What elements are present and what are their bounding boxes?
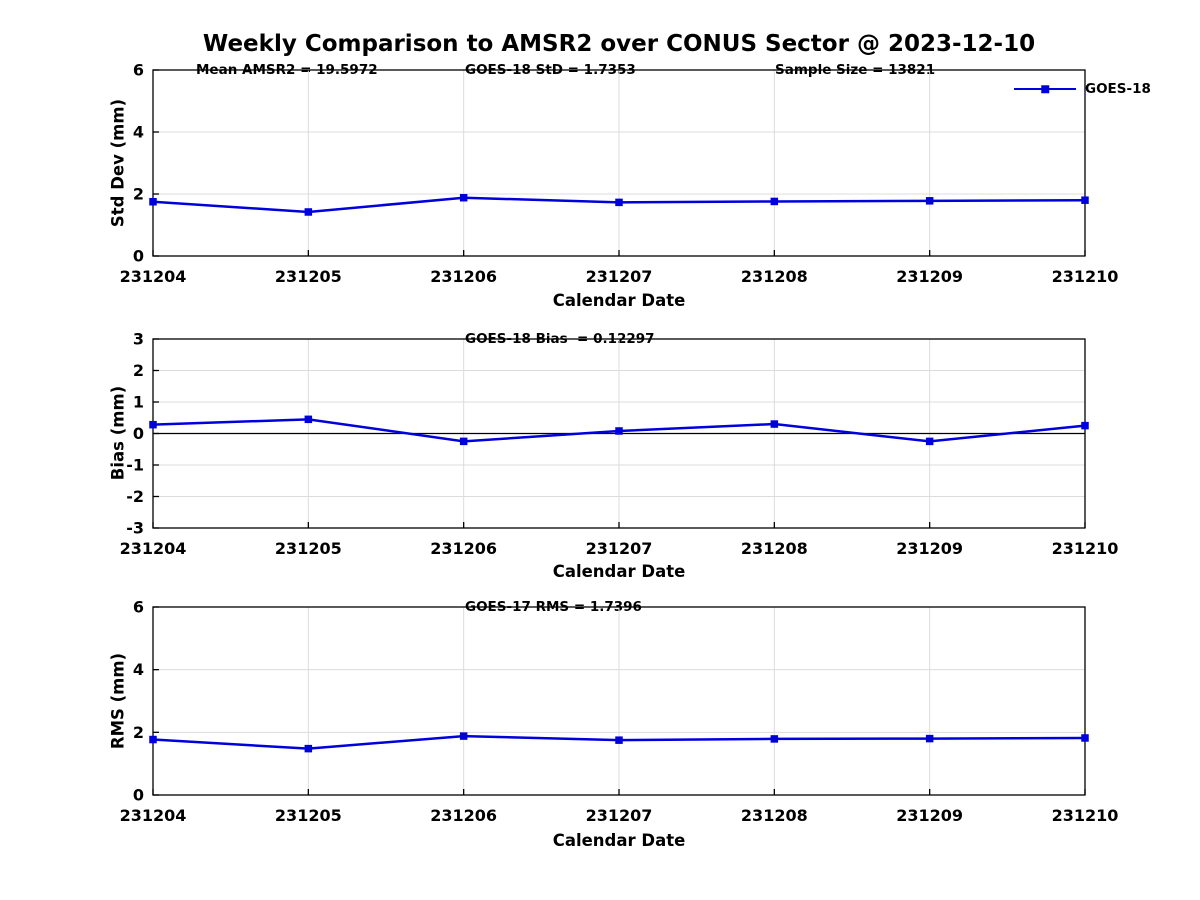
tick-marks: [152, 69, 1086, 257]
x-tick-labels: 231204 231205 231206 231207 231208 231209 2312…: [120, 267, 1119, 286]
svg-text:2: 2: [133, 361, 144, 380]
x-axis-label-calendar-date-3: Calendar Date: [552, 831, 686, 850]
svg-text:0: 0: [133, 786, 144, 805]
svg-text:1: 1: [133, 393, 144, 412]
svg-text:231209: 231209: [896, 806, 963, 825]
subplot-rms: 231204 231205 231206 231207 231208 231209 2312…: [120, 598, 1119, 826]
svg-text:231205: 231205: [275, 806, 342, 825]
x-axis-label-calendar-date-1: Calendar Date: [552, 291, 686, 310]
y-tick-labels: 0 2 4 6: [133, 61, 144, 266]
svg-text:231204: 231204: [120, 267, 187, 286]
svg-text:231207: 231207: [586, 539, 653, 558]
svg-text:2: 2: [133, 185, 144, 204]
legend-line-sample: [1014, 85, 1076, 93]
series-markers: [149, 732, 1089, 753]
figure-title: Weekly Comparison to AMSR2 over CONUS Se…: [202, 31, 1036, 57]
legend-label: GOES-18: [1085, 81, 1151, 97]
svg-text:231205: 231205: [275, 539, 342, 558]
svg-text:231204: 231204: [120, 806, 187, 825]
svg-text:-1: -1: [126, 456, 144, 475]
y-tick-labels: -3 -2 -1 0 1 2 3: [126, 330, 144, 538]
x-tick-labels: 231204 231205 231206 231207 231208 231209 2312…: [120, 539, 1119, 558]
grid-lines: [153, 607, 1085, 795]
y-tick-labels: 0 2 4 6: [133, 598, 144, 805]
svg-text:231205: 231205: [275, 267, 342, 286]
svg-text:0: 0: [133, 424, 144, 443]
legend: GOES-18: [1014, 81, 1151, 97]
svg-text:231208: 231208: [741, 539, 808, 558]
x-tick-labels: 231204 231205 231206 231207 231208 231209 2312…: [120, 806, 1119, 825]
svg-text:6: 6: [133, 61, 144, 80]
svg-text:-3: -3: [126, 519, 144, 538]
svg-text:-2: -2: [126, 487, 144, 506]
svg-text:0: 0: [133, 247, 144, 266]
tick-marks: [152, 606, 1086, 796]
legend-marker-icon: [1041, 85, 1049, 93]
grid-lines: [153, 70, 1085, 256]
svg-text:231210: 231210: [1052, 539, 1119, 558]
svg-text:231209: 231209: [896, 539, 963, 558]
x-axis-label-calendar-date-2: Calendar Date: [552, 562, 686, 581]
svg-text:3: 3: [133, 330, 144, 349]
series-markers: [149, 415, 1089, 446]
tick-marks: [152, 338, 1086, 529]
svg-text:231210: 231210: [1052, 267, 1119, 286]
svg-text:4: 4: [133, 123, 144, 142]
svg-text:231208: 231208: [741, 267, 808, 286]
svg-text:231207: 231207: [586, 267, 653, 286]
svg-text:231206: 231206: [430, 539, 497, 558]
svg-text:2: 2: [133, 723, 144, 742]
svg-text:231206: 231206: [430, 267, 497, 286]
svg-text:231210: 231210: [1052, 806, 1119, 825]
subplot-std-dev: 231204 231205 231206 231207 231208 231209 2312…: [120, 61, 1119, 287]
svg-text:231204: 231204: [120, 539, 187, 558]
subplot-bias: 231204 231205 231206 231207 231208 231209 2312…: [120, 330, 1119, 559]
svg-text:4: 4: [133, 660, 144, 679]
svg-text:231206: 231206: [430, 806, 497, 825]
svg-text:231208: 231208: [741, 806, 808, 825]
svg-text:6: 6: [133, 598, 144, 617]
svg-text:231209: 231209: [896, 267, 963, 286]
series-markers: [149, 193, 1089, 216]
svg-text:231207: 231207: [586, 806, 653, 825]
